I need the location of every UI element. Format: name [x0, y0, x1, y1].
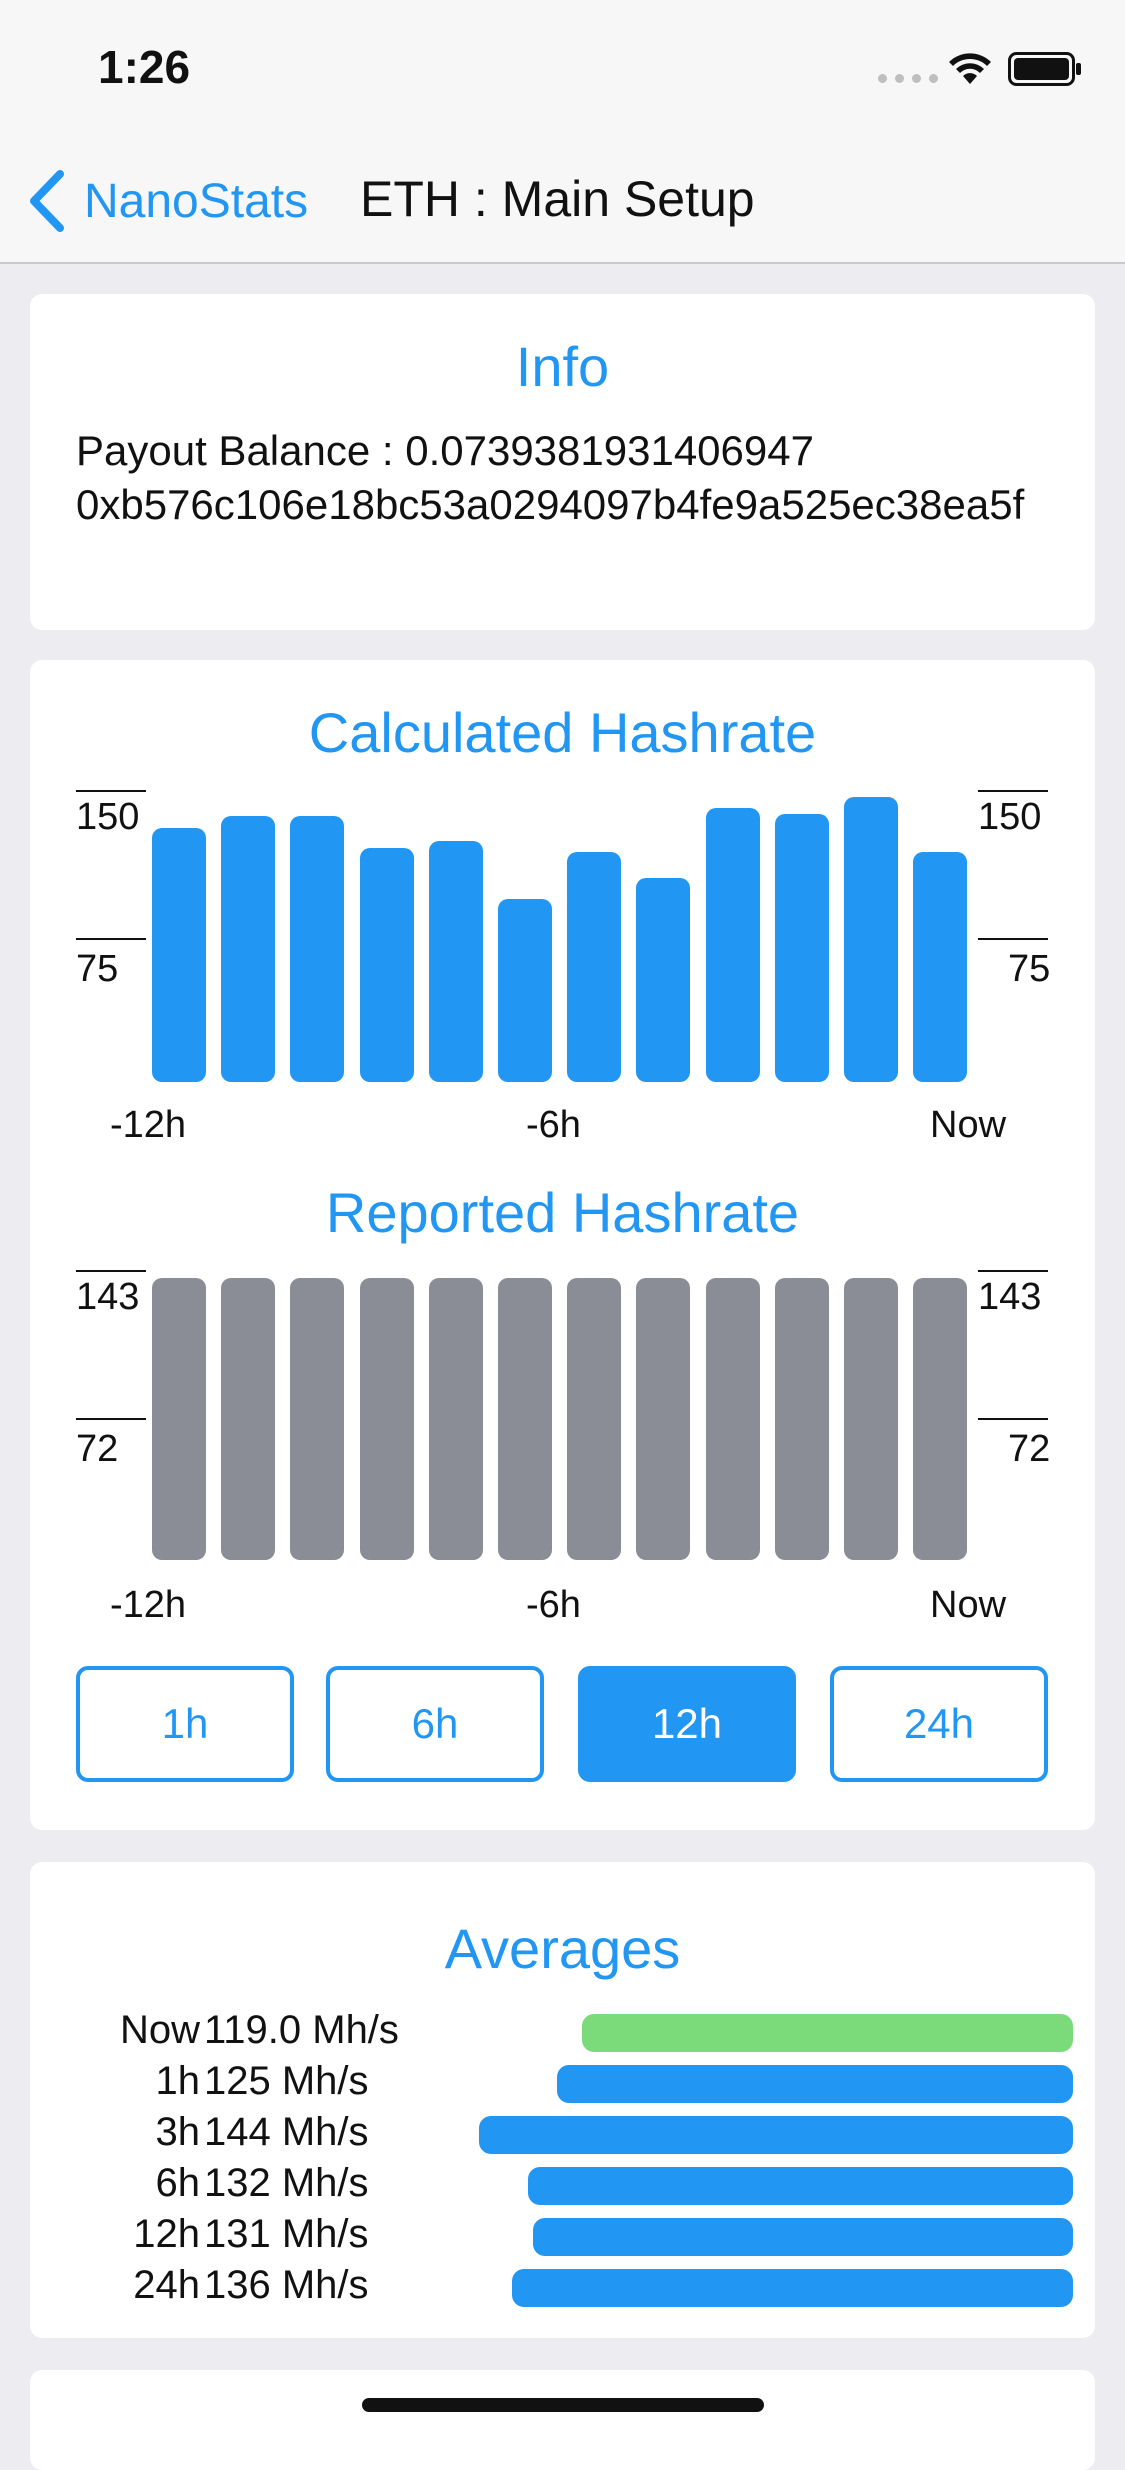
info-title: Info [515, 335, 610, 398]
navigation-bar: NanoStats ETH : Main Setup [0, 140, 1125, 264]
average-value: 144 Mh/s [204, 2110, 369, 2154]
calculated-hashrate-bars [152, 790, 974, 1082]
next-card [30, 2370, 1095, 2470]
y-axis-tick-high-left-2: 143 [76, 1276, 140, 1318]
y-axis-tick-line-mid-right-2 [978, 1418, 1048, 1420]
reported-bar--11h [221, 1278, 276, 1560]
x-axis-label-end: Now [930, 1104, 1007, 1146]
y-axis-tick-high-right-2: 143 [978, 1276, 1042, 1318]
average-row-6h: 6h 132 Mh/s [30, 2161, 1095, 2211]
reported-bar--3h [774, 1278, 829, 1560]
average-period: 3h [155, 2110, 201, 2154]
average-value: 132 Mh/s [204, 2161, 369, 2205]
average-bar [512, 2269, 1073, 2307]
average-value: 136 Mh/s [204, 2263, 369, 2307]
reported-bar--5h [636, 1278, 691, 1560]
average-row-now: Now 119.0 Mh/s [30, 2008, 1095, 2058]
average-period: Now [119, 2008, 200, 2052]
back-button-label: NanoStats [84, 174, 309, 228]
y-axis-tick-mid-right-2: 72 [1008, 1428, 1051, 1470]
battery-icon [1008, 52, 1081, 86]
y-axis-tick-line-mid-left-2 [76, 1418, 146, 1420]
calculated-bar--10h [290, 816, 345, 1082]
y-axis-tick-high-right: 150 [978, 796, 1042, 838]
reported-bar--10h [290, 1278, 345, 1560]
y-axis-tick-line-high-right-2 [978, 1270, 1048, 1272]
reported-bar--8h [428, 1278, 483, 1560]
y-axis-tick-mid-left-2: 72 [76, 1428, 119, 1470]
average-row-12h: 12h 131 Mh/s [30, 2212, 1095, 2262]
y-axis-tick-line-high-left [76, 790, 146, 792]
info-card: Info Payout Balance : 0.0739381931406947… [30, 294, 1095, 630]
range-button-6h[interactable]: 6h [326, 1666, 544, 1782]
calculated-bar--3h [774, 814, 829, 1082]
calculated-bar--5h [636, 878, 691, 1082]
average-value: 125 Mh/s [204, 2059, 369, 2103]
x-axis-label-mid-2: -6h [526, 1584, 581, 1626]
back-button[interactable]: NanoStats [26, 166, 308, 236]
average-value: 119.0 Mh/s [204, 2008, 399, 2052]
average-row-24h: 24h 136 Mh/s [30, 2263, 1095, 2313]
x-axis-label-start: -12h [110, 1104, 187, 1146]
average-bar [582, 2014, 1073, 2052]
y-axis-tick-mid-right: 75 [1008, 948, 1051, 990]
info-text: Payout Balance : 0.0739381931406947 0xb5… [76, 424, 1066, 532]
page-title: ETH : Main Setup [360, 171, 755, 227]
calculated-bar--1h [913, 852, 968, 1082]
reported-hashrate-bars [152, 1278, 974, 1560]
calculated-bar--8h [428, 841, 483, 1082]
reported-bar--6h [567, 1278, 622, 1560]
calculated-bar--4h [705, 808, 760, 1082]
calculated-bar--9h [359, 848, 414, 1082]
calculated-bar--12h [152, 828, 206, 1082]
average-row-3h: 3h 144 Mh/s [30, 2110, 1095, 2160]
reported-bar--2h [844, 1278, 898, 1560]
reported-bar--1h [913, 1278, 968, 1560]
averages-title: Averages [444, 1917, 681, 1980]
status-bar: 1:26 [0, 0, 1125, 140]
hashrate-charts-card: Calculated Hashrate 150 75 150 75 -12h -… [30, 660, 1095, 1830]
average-bar [557, 2065, 1073, 2103]
reported-bar--4h [705, 1278, 760, 1560]
x-axis-label-start-2: -12h [110, 1584, 187, 1626]
x-axis-label-mid: -6h [526, 1104, 581, 1146]
calculated-bar--7h [498, 899, 552, 1082]
cellular-signal-icon [878, 74, 938, 83]
y-axis-tick-mid-left: 75 [76, 948, 119, 990]
average-bar [528, 2167, 1073, 2205]
range-button-1h[interactable]: 1h [76, 1666, 294, 1782]
y-axis-tick-line-high-left-2 [76, 1270, 146, 1272]
y-axis-tick-line-high-right [978, 790, 1048, 792]
range-button-12h[interactable]: 12h [578, 1666, 796, 1782]
average-period: 1h [155, 2059, 201, 2103]
calculated-bar--2h [844, 797, 898, 1082]
average-bar [479, 2116, 1073, 2154]
y-axis-tick-line-mid-left [76, 938, 146, 940]
average-period: 6h [155, 2161, 201, 2205]
wifi-icon [949, 53, 991, 84]
calculated-bar--11h [221, 816, 276, 1082]
averages-card: Averages Now 119.0 Mh/s 1h 125 Mh/s 3h 144 Mh… [30, 1862, 1095, 2338]
average-bar [533, 2218, 1073, 2256]
average-value: 131 Mh/s [204, 2212, 369, 2256]
y-axis-tick-line-mid-right [978, 938, 1048, 940]
calculated-bar--6h [567, 852, 622, 1082]
calculated-hashrate-title: Calculated Hashrate [308, 701, 817, 764]
average-period: 12h [133, 2212, 200, 2256]
y-axis-tick-high-left: 150 [76, 796, 140, 838]
reported-bar--7h [498, 1278, 552, 1560]
reported-bar--9h [359, 1278, 414, 1560]
home-indicator[interactable] [362, 2398, 764, 2412]
range-button-24h[interactable]: 24h [830, 1666, 1048, 1782]
x-axis-label-end-2: Now [930, 1584, 1007, 1626]
reported-bar--12h [152, 1278, 206, 1560]
wallet-address: 0xb576c106e18bc53a0294097b4fe9a525ec38ea… [76, 481, 1025, 528]
average-row-1h: 1h 125 Mh/s [30, 2059, 1095, 2109]
average-period: 24h [133, 2263, 200, 2307]
chevron-left-icon [30, 170, 64, 232]
status-time: 1:26 [98, 41, 191, 93]
payout-balance: Payout Balance : 0.0739381931406947 [76, 427, 814, 474]
reported-hashrate-title: Reported Hashrate [325, 1181, 800, 1244]
